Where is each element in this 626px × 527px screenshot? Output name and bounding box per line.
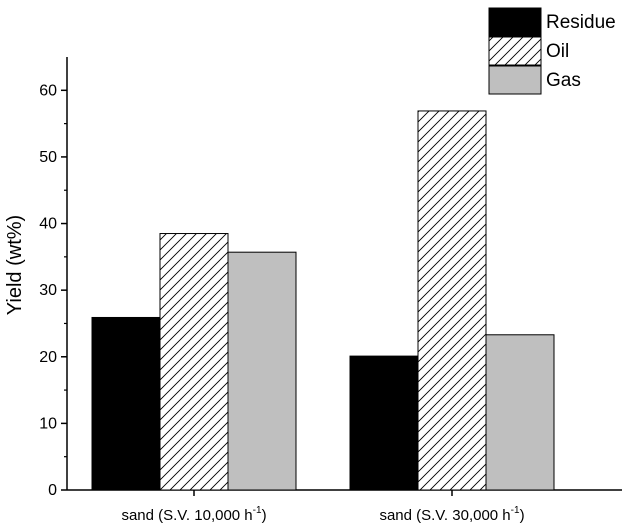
legend-swatch-gas: [488, 65, 542, 95]
y-tick-label: 40: [39, 216, 57, 233]
legend-label-residue: Residue: [546, 12, 616, 33]
y-tick-label: 0: [48, 482, 57, 499]
legend-swatch-oil: [488, 36, 542, 66]
bar-residue-1: [91, 316, 161, 491]
legend: Residue Oil Gas: [488, 7, 616, 95]
y-tick-label: 10: [39, 415, 57, 432]
bar-oil-1: [159, 233, 229, 491]
legend-label-oil: Oil: [546, 41, 569, 62]
y-tick-label: 60: [39, 82, 57, 99]
x-category-label: sand (S.V. 30,000 h-1): [379, 505, 524, 524]
y-tick-label: 30: [39, 282, 57, 299]
bar-oil-2: [417, 110, 487, 491]
legend-label-gas: Gas: [546, 70, 581, 91]
y-tick-label: 20: [39, 349, 57, 366]
bar-gas-2: [485, 334, 555, 491]
legend-swatch-residue: [488, 7, 542, 37]
y-tick-label: 50: [39, 149, 57, 166]
y-axis-title: Yield (wt%): [4, 215, 26, 315]
x-category-label: sand (S.V. 10,000 h-1): [121, 505, 266, 524]
bar-residue-2: [349, 355, 419, 491]
bar-gas-1: [227, 251, 297, 491]
